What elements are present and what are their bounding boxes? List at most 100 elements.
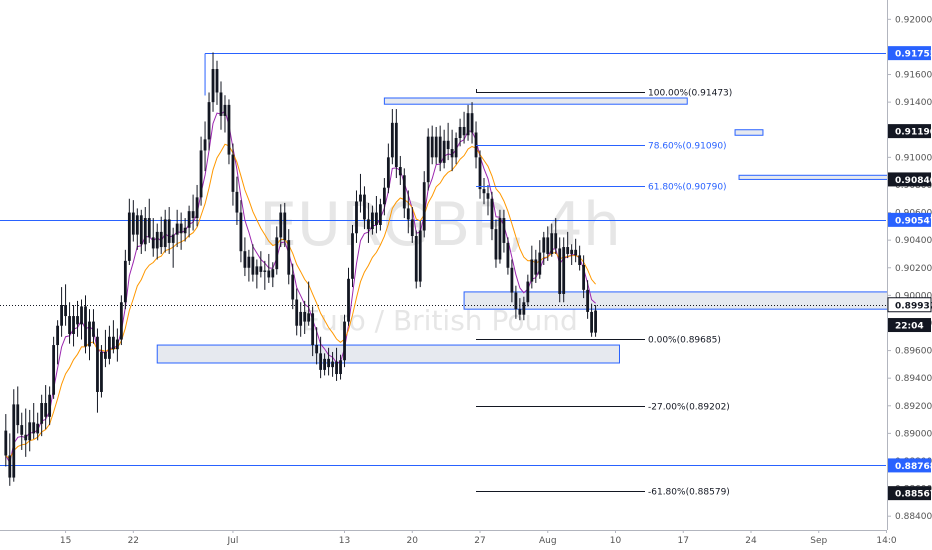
candle (147, 198, 151, 243)
candle (347, 267, 350, 326)
zones[interactable] (156, 97, 932, 364)
candle (159, 216, 163, 254)
candle (506, 237, 510, 275)
candle-body (255, 266, 259, 275)
candle (394, 109, 398, 179)
candle-body (48, 394, 52, 417)
candle (434, 126, 438, 165)
candle-body (430, 136, 434, 158)
candle (175, 209, 179, 248)
candle (203, 121, 207, 172)
candle-body (406, 208, 410, 220)
candle (398, 155, 402, 185)
candle-body (470, 113, 474, 133)
candle (518, 298, 522, 321)
time-tick-label: 27 (474, 536, 485, 546)
candle-body (155, 231, 159, 249)
candle (311, 306, 315, 357)
candle-body (203, 139, 207, 151)
candle (331, 351, 334, 377)
candle-body (307, 313, 311, 322)
candle (478, 150, 482, 199)
time-axis[interactable]: 15 22 Jul 13 20 27 Aug 10 17 24 Sep 14:0 (0, 530, 897, 550)
price-level-tag (888, 212, 931, 227)
candle (550, 223, 554, 257)
candle (171, 227, 175, 268)
candle-body (454, 138, 458, 158)
candle-body (386, 157, 390, 188)
candle-body (88, 321, 91, 347)
candle (179, 212, 183, 250)
candle-body (363, 194, 366, 220)
candle (191, 194, 195, 231)
candle (44, 385, 48, 430)
candle-body (171, 234, 175, 243)
candle (239, 200, 243, 263)
price-tick-label: 0.89400 (895, 374, 932, 384)
candle-body (474, 132, 478, 158)
candle (343, 314, 346, 368)
candle-body (594, 310, 597, 333)
time-tick-label: 17 (678, 536, 689, 546)
candle (219, 81, 223, 130)
candle (48, 386, 52, 426)
fib-level-label-3: 0.00%(0.89685) (648, 336, 721, 346)
candle (474, 121, 478, 169)
candle-body (32, 422, 36, 434)
candle-body (215, 69, 219, 93)
candle-body (482, 189, 486, 194)
candle (199, 136, 203, 206)
candle-body (410, 219, 414, 237)
candle (386, 143, 390, 194)
candle (422, 171, 426, 238)
zone-box-0 (383, 97, 688, 105)
candle (542, 231, 546, 265)
candle-body (514, 292, 518, 310)
candle (307, 281, 311, 326)
candle-body (108, 336, 111, 359)
candle (462, 111, 466, 144)
candle (498, 209, 502, 264)
candle (410, 207, 414, 243)
candle-body (243, 251, 247, 268)
axis-tag (888, 172, 931, 187)
candle-body (231, 154, 235, 192)
candle-body (151, 237, 155, 249)
candle-body (502, 218, 506, 243)
candle-body (367, 219, 370, 230)
candle (359, 173, 362, 213)
candle (494, 219, 498, 268)
candle (119, 295, 123, 346)
candle-body (331, 361, 334, 368)
axis-tag (888, 318, 931, 333)
candle (8, 433, 12, 486)
fib-extension[interactable]: 100.00%(0.91473) 78.60%(0.91090) 61.80%(0.… (476, 89, 732, 498)
candle (323, 353, 326, 376)
price-tick-label: 0.91400 (895, 98, 932, 108)
candle-body (319, 353, 323, 370)
candle (151, 218, 155, 257)
candle (522, 296, 526, 321)
price-levels[interactable] (0, 53, 886, 466)
axis-tag-label: 0.91190 (895, 128, 932, 138)
candle-body (462, 126, 466, 136)
candle (271, 262, 275, 288)
candle (430, 125, 434, 165)
candle-body (12, 404, 16, 478)
candle (84, 295, 87, 354)
candle (558, 237, 562, 303)
candle (12, 389, 16, 482)
candle-body (590, 311, 593, 333)
time-tick-label: 22 (128, 536, 139, 546)
candle (554, 218, 558, 254)
candle-body (526, 281, 530, 303)
candle-body (347, 278, 350, 322)
time-tick-label: 24 (745, 536, 757, 546)
time-tick-label: 15 (60, 536, 71, 546)
axis-tag (888, 124, 931, 139)
price-level-tag (888, 46, 931, 61)
candle-body (143, 218, 147, 245)
candle (36, 412, 40, 441)
candle-body (538, 252, 542, 275)
